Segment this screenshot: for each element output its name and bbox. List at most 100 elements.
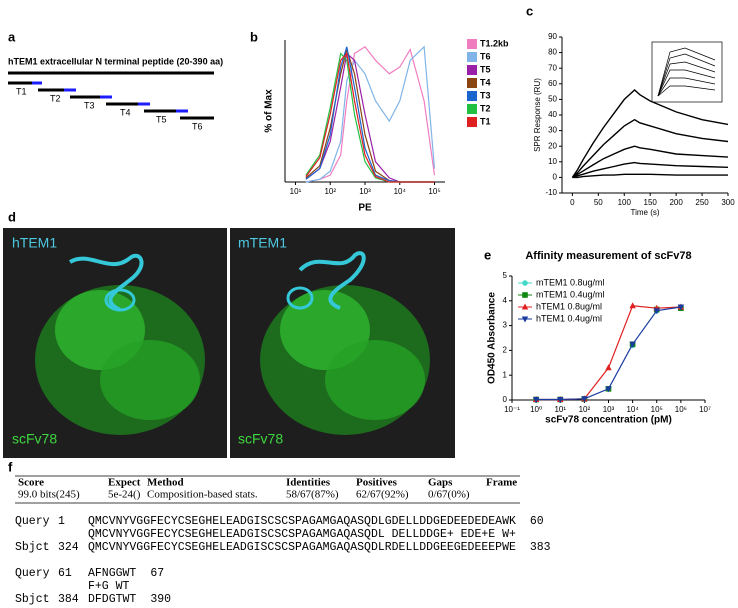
column-value: Composition-based stats. — [147, 489, 258, 501]
row-start: 324 — [58, 541, 79, 554]
y-tick-label: 10 — [548, 157, 557, 166]
panel-label: e — [484, 247, 491, 262]
x-axis-label: scFv78 concentration (pM) — [545, 415, 672, 426]
legend-label: mTEM1 0.8ug/ml — [536, 277, 605, 287]
x-tick-label: 10⁵ — [428, 187, 440, 196]
segment-label: T5 — [156, 114, 167, 124]
series-line — [572, 145, 729, 179]
panel-label: b — [250, 29, 258, 44]
legend-swatch — [467, 39, 477, 49]
data-point — [532, 397, 540, 404]
image-label: mTEM1 — [238, 235, 287, 251]
segment-label: T1 — [16, 86, 27, 96]
sequence: F+G WT — [88, 580, 130, 593]
data-point — [653, 308, 660, 315]
image-label: hTEM1 — [12, 235, 57, 251]
row-start: 61 — [58, 567, 72, 580]
series-line — [305, 45, 436, 183]
x-tick-label: 200 — [669, 198, 683, 207]
data-point — [581, 396, 588, 403]
y-tick-label: 70 — [548, 63, 557, 72]
legend-swatch — [467, 104, 477, 114]
x-tick-label: 300 — [721, 198, 735, 207]
column-header: Identities — [286, 477, 331, 489]
y-tick-label: 2 — [503, 346, 508, 355]
structure-image — [230, 228, 455, 458]
x-tick-label: 10² — [324, 187, 336, 196]
column-value: 62/67(92%) — [356, 489, 409, 501]
row-label: Sbjct — [15, 541, 50, 554]
legend-marker — [521, 303, 529, 310]
x-tick-label: 10⁵ — [651, 405, 663, 414]
x-tick-label: 10¹ — [554, 405, 566, 414]
data-point — [677, 304, 685, 311]
x-tick-label: 10⁰ — [530, 405, 542, 414]
structure-image — [3, 228, 227, 458]
row-end: 390 — [150, 593, 171, 606]
panel-label: c — [526, 3, 533, 18]
y-tick-label: -10 — [545, 188, 557, 197]
column-value: 0/67(0%) — [428, 489, 470, 501]
series-line — [571, 89, 729, 178]
data-point — [605, 386, 612, 393]
sequence: DFDGTWT — [88, 593, 136, 606]
y-tick-label: 0 — [553, 173, 558, 182]
x-tick-label: 10⁴ — [394, 187, 407, 196]
legend-label: T3 — [480, 90, 491, 100]
x-tick-label: 250 — [695, 198, 709, 207]
y-axis-label: SPR Response (RU) — [533, 78, 542, 152]
sequence: QMCVNYVGGFECYCSEGHELEADGISCSCSPAGAMGAQAS… — [88, 541, 516, 554]
legend-label: mTEM1 0.4ug/ml — [536, 289, 605, 299]
data-point — [629, 341, 636, 348]
legend-marker — [521, 316, 529, 323]
series-line — [571, 118, 729, 178]
row-end: 60 — [530, 515, 544, 528]
y-tick-label: 1 — [503, 370, 508, 379]
y-tick-label: 80 — [548, 48, 557, 57]
series-line — [572, 173, 728, 179]
y-tick-label: 5 — [503, 271, 508, 280]
series-line — [305, 46, 436, 183]
x-tick-label: 50 — [594, 198, 603, 207]
row-label: Sbjct — [15, 593, 50, 606]
chart-title: Affinity measurement of scFv78 — [525, 250, 691, 262]
image-label: scFv78 — [238, 431, 283, 447]
legend-label: hTEM1 0.4ug/ml — [536, 313, 602, 323]
row-end: 383 — [530, 541, 551, 554]
legend-swatch — [467, 117, 477, 127]
legend-label: T2 — [480, 103, 491, 113]
column-header: Positives — [356, 477, 398, 489]
x-axis-label: Time (s) — [630, 208, 659, 217]
y-tick-label: 3 — [503, 321, 508, 330]
x-tick-label: 10⁶ — [675, 405, 687, 414]
sequence: AFNGGWT — [88, 567, 136, 580]
column-value: 5e-24() — [108, 489, 141, 501]
series-line — [305, 52, 435, 183]
x-axis-label: PE — [358, 203, 372, 214]
legend-swatch — [467, 52, 477, 62]
column-header: Gaps — [428, 477, 453, 489]
segment-label: T4 — [120, 107, 131, 117]
x-tick-label: 10⁴ — [626, 405, 639, 414]
row-label: Query — [15, 567, 50, 580]
panel-label: d — [8, 209, 16, 224]
panel-label: f — [8, 459, 13, 474]
x-tick-label: 10² — [579, 405, 591, 414]
diagram-title: hTEM1 extracellular N terminal peptide (… — [8, 56, 223, 66]
column-value: 99.0 bits(245) — [18, 489, 80, 501]
x-tick-label: 10⁻¹ — [504, 405, 520, 414]
x-tick-label: 10³ — [359, 187, 371, 196]
data-point — [557, 397, 564, 404]
y-axis-label: % of Max — [264, 89, 275, 133]
legend-swatch — [467, 91, 477, 101]
column-value: 58/67(87%) — [286, 489, 339, 501]
series-line — [572, 161, 729, 179]
row-start: 1 — [58, 515, 65, 528]
segment-label: T2 — [50, 93, 61, 103]
y-tick-label: 60 — [548, 79, 557, 88]
legend-label: T4 — [480, 77, 491, 87]
x-tick-label: 10¹ — [290, 187, 302, 196]
legend-swatch — [467, 65, 477, 75]
y-tick-label: 90 — [548, 32, 557, 41]
